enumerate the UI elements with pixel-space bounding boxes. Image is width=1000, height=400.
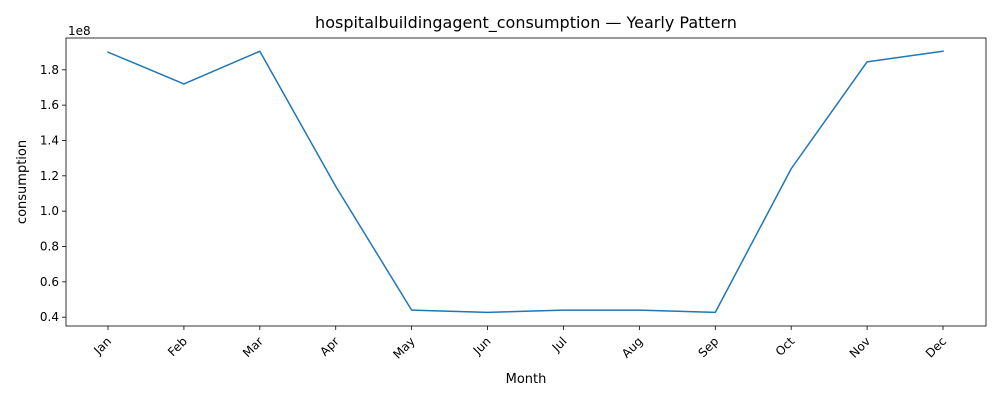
chart-title: hospitalbuildingagent_consumption — Year… bbox=[315, 13, 737, 33]
y-tick-label: 1.2 bbox=[40, 169, 59, 183]
y-tick-label: 1.0 bbox=[40, 204, 59, 218]
x-tick-label: Mar bbox=[240, 334, 266, 360]
series-line bbox=[107, 50, 944, 314]
x-tick-label: Apr bbox=[317, 334, 342, 359]
y-axis-label: consumption bbox=[15, 140, 30, 224]
x-tick-label: Jan bbox=[90, 334, 114, 358]
y-tick-label: 1.6 bbox=[40, 98, 59, 112]
x-tick-label: Jul bbox=[549, 334, 570, 355]
y-axis: 0.4 0.6 0.8 1.0 1.2 1.4 1.6 1.8 bbox=[40, 63, 66, 324]
x-tick-label: Aug bbox=[619, 334, 645, 360]
x-tick-label: Sep bbox=[695, 334, 721, 360]
y-tick-label: 1.4 bbox=[40, 133, 59, 147]
x-tick-label: Jun bbox=[470, 334, 494, 358]
x-tick-label: Dec bbox=[923, 334, 949, 360]
y-tick-label: 0.4 bbox=[40, 310, 59, 324]
y-axis-offset-label: 1e8 bbox=[68, 24, 91, 38]
x-axis: Jan Feb Mar Apr May Jun Jul Aug Sep Oct Nov Dec bbox=[90, 326, 949, 362]
y-tick-label: 0.6 bbox=[40, 275, 59, 289]
x-tick-label: Nov bbox=[847, 334, 873, 360]
y-tick-label: 1.8 bbox=[40, 63, 59, 77]
x-axis-label: Month bbox=[506, 372, 547, 387]
x-tick-label: Oct bbox=[773, 334, 798, 359]
y-tick-label: 0.8 bbox=[40, 239, 59, 253]
x-tick-label: May bbox=[390, 334, 417, 361]
plot-area bbox=[65, 37, 987, 327]
series-group bbox=[107, 50, 944, 314]
x-tick-label: Feb bbox=[165, 334, 190, 359]
